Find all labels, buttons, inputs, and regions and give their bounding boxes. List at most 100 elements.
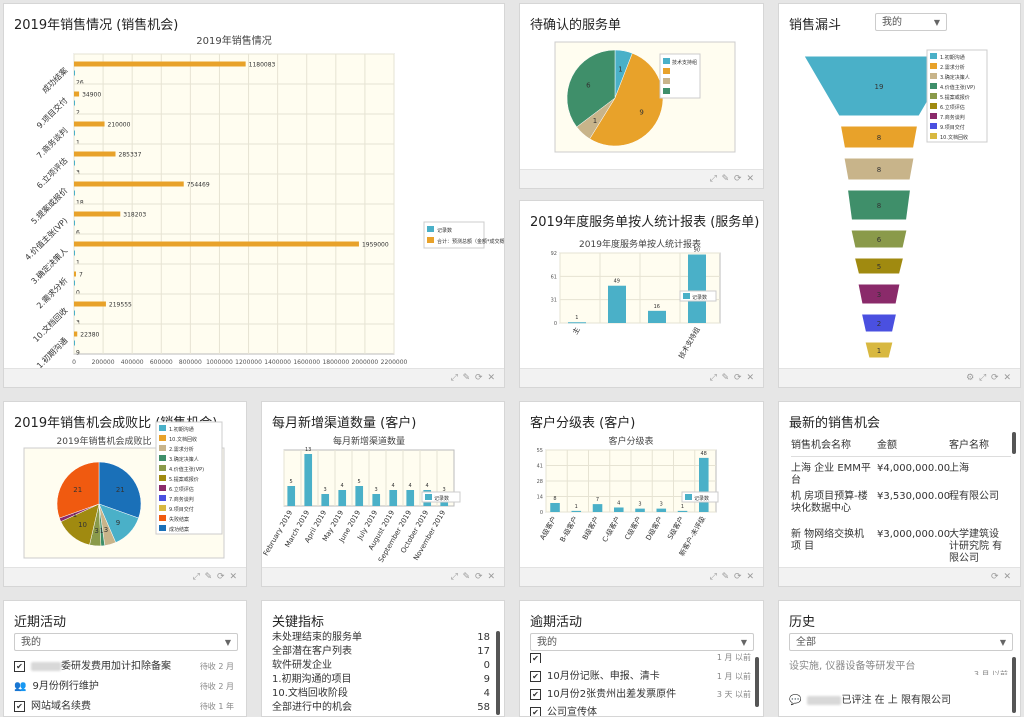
checkbox-checked-icon[interactable]: ✔ <box>530 688 541 700</box>
funnel-filter-select[interactable]: 我的 ▼ <box>875 13 947 31</box>
panel-tools[interactable]: ⤢ ✎ ⟳ ✕ <box>450 373 496 383</box>
legend-label: 3.确定决策人 <box>940 74 970 81</box>
table-row[interactable]: 上海 企业 EMM平台 ¥4,000,000.00 上海 <box>791 463 1011 491</box>
panel-title: 每月新增渠道数量 (客户) <box>272 416 417 431</box>
checkbox-checked-icon[interactable]: ✔ <box>530 706 541 716</box>
legend-swatch <box>159 425 166 431</box>
funnel-segment <box>839 125 919 149</box>
list-item[interactable]: ✔ 公司宣传体 <box>530 705 751 716</box>
funnel-segment <box>803 55 955 117</box>
list-item[interactable]: 👥 9月份例行维护 待收 2 月 <box>14 681 234 692</box>
x-tick-label: 1200000 <box>235 359 262 366</box>
legend-label: 2.需求分析 <box>169 446 194 453</box>
panel-title: 2019年销售情况 (销售机会) <box>14 18 179 33</box>
legend-label: 10.文档回收 <box>940 134 968 141</box>
kpi-row[interactable]: 未处理结束的服务单 18 <box>272 632 490 643</box>
bar <box>688 254 706 323</box>
panel-title: 关键指标 <box>272 615 325 630</box>
customer-name[interactable]: 上海 <box>949 463 969 474</box>
customer-name[interactable]: 程有限公司 <box>949 491 999 502</box>
data-label: 3 <box>76 320 80 327</box>
legend-swatch <box>683 293 690 299</box>
bar-amount <box>74 271 76 277</box>
chart-title: 2019年度服务单按人统计报表 <box>579 238 701 250</box>
panel-tools[interactable]: ⤢ ✎ ⟳ ✕ <box>709 572 755 582</box>
scrollbar[interactable] <box>496 631 500 715</box>
list-item[interactable]: 💬 已评注 在 上 限有限公司 <box>789 695 951 706</box>
kpi-row[interactable]: 1.初期沟通的项目 9 <box>272 674 490 685</box>
panel-latest-opportunities: 最新的销售机会 销售机会名称 金额 客户名称 上海 企业 EMM平台 ¥4,00… <box>778 401 1021 587</box>
table-row[interactable]: 机 房项目预算-楼 块化数据中心 ¥3,530,000.00 程有限公司 <box>791 491 1011 529</box>
list-item[interactable]: ✔ 委研发费用加计扣除备案 待收 2 月 <box>14 659 234 675</box>
bar-amount <box>74 331 78 337</box>
people-icon: 👥 <box>14 681 27 692</box>
list-item[interactable]: ✔ 网站域名续费 待收 1 年 <box>14 699 234 715</box>
panel-sales-funnel: 销售漏斗 我的 ▼ 19 8 8 8 6 5 3 2 1 1.初期沟通 2.需求分析 3.确定决策人 4.… <box>778 3 1021 388</box>
opportunity-name[interactable]: 机 房项目预算-楼 块化数据中心 <box>791 491 868 514</box>
opportunity-name[interactable]: 上海 企业 EMM平台 <box>791 463 871 486</box>
panel-title: 逾期活动 <box>530 615 583 630</box>
funnel-segment <box>846 189 912 221</box>
overdue-filter-select[interactable]: 我的 ▼ <box>530 633 754 651</box>
checkbox-checked-icon[interactable]: ✔ <box>14 660 25 672</box>
panel-tools[interactable]: ⚙ ⤢ ⟳ ✕ <box>966 373 1012 383</box>
data-label: 8 <box>877 134 881 142</box>
checkbox-checked-icon[interactable]: ✔ <box>530 653 541 663</box>
legend-swatch <box>930 123 937 129</box>
bar-count <box>74 130 75 136</box>
legend-swatch <box>663 88 670 94</box>
legend-swatch <box>159 515 166 521</box>
data-label: 210000 <box>108 122 131 129</box>
bar-amount <box>74 181 184 187</box>
bar <box>355 486 364 506</box>
panel-overdue-activities: 逾期活动 我的 ▼ ✔ 1 月 以前 ✔ 10月份记账、申报、清卡 1 月 以前 ✔ 10… <box>519 600 764 717</box>
list-item[interactable]: 设实施, 仪器设备等研发平台 3 月 以前 <box>789 661 1008 675</box>
panel-key-metrics: 关键指标 未处理结束的服务单 18 全部潜在客户列表 17 软件研发企业 0 1.初期… <box>261 600 505 717</box>
history-filter-select[interactable]: 全部 ▼ <box>789 633 1013 651</box>
table-row[interactable]: 新 物网络交换机项 目 ¥3,000,000.00 大学建筑设 计研究院 有限公… <box>791 529 1011 567</box>
kpi-row[interactable]: 软件研发企业 0 <box>272 660 490 671</box>
legend-swatch <box>159 435 166 441</box>
panel-tools[interactable]: ⤢ ✎ ⟳ ✕ <box>709 174 755 184</box>
funnel-segment <box>853 257 905 275</box>
checkbox-checked-icon[interactable]: ✔ <box>14 700 25 712</box>
x-tick-label: S级客户 <box>665 515 686 542</box>
data-label: 21 <box>73 486 82 494</box>
legend-label: 5.提案或报价 <box>169 476 199 483</box>
panel-tools[interactable]: ⟳ ✕ <box>991 572 1012 582</box>
data-label: 219555 <box>109 302 132 309</box>
customer-name[interactable]: 大学建筑设 计研究院 有限公司 <box>949 529 1003 564</box>
panel-tools[interactable]: ⤢ ✎ ⟳ ✕ <box>192 572 238 582</box>
legend-label: 10.文档回收 <box>169 436 197 443</box>
scrollbar[interactable] <box>755 657 759 707</box>
scrollbar[interactable] <box>1012 432 1016 454</box>
legend-label: 9.项目交付 <box>169 506 194 513</box>
scrollbar[interactable] <box>1012 657 1016 713</box>
recent-filter-select[interactable]: 我的 ▼ <box>14 633 238 651</box>
legend-swatch <box>159 525 166 531</box>
data-label: 22380 <box>80 332 99 339</box>
comment-icon: 💬 <box>789 695 802 706</box>
panel-tools[interactable]: ⤢ ✎ ⟳ ✕ <box>709 373 755 383</box>
panel-tools[interactable]: ⤢ ✎ ⟳ ✕ <box>450 572 496 582</box>
x-tick-label: 800000 <box>179 359 202 366</box>
legend-swatch <box>930 83 937 89</box>
data-label: 4 <box>409 483 412 489</box>
panel-win-loss: 2019年销售机会成败比 (销售机会) 2019年销售机会成败比 21 9 3 1 3 10… <box>3 401 247 587</box>
list-item[interactable]: ✔ 10月份记账、申报、清卡 1 月 以前 <box>530 669 751 685</box>
list-item[interactable]: ✔ 1 月 以前 <box>530 653 751 663</box>
data-label: 0 <box>76 290 80 297</box>
opportunity-name[interactable]: 新 物网络交换机项 目 <box>791 529 865 552</box>
bar <box>614 507 624 512</box>
data-label: 2 <box>76 110 80 117</box>
x-tick-label: November 2019 <box>412 509 447 562</box>
legend-label: 成功结案 <box>169 526 189 533</box>
kpi-row[interactable]: 10.文档回收阶段 4 <box>272 688 490 699</box>
checkbox-checked-icon[interactable]: ✔ <box>530 670 541 682</box>
kpi-row[interactable]: 全部潜在客户列表 17 <box>272 646 490 657</box>
kpi-row[interactable]: 全部进行中的机会 58 <box>272 702 490 713</box>
funnel-segment <box>864 341 894 359</box>
data-label: 8 <box>553 496 556 502</box>
list-item[interactable]: ✔ 10月份2张贵州出差发票原件 3 天 以前 <box>530 687 751 703</box>
